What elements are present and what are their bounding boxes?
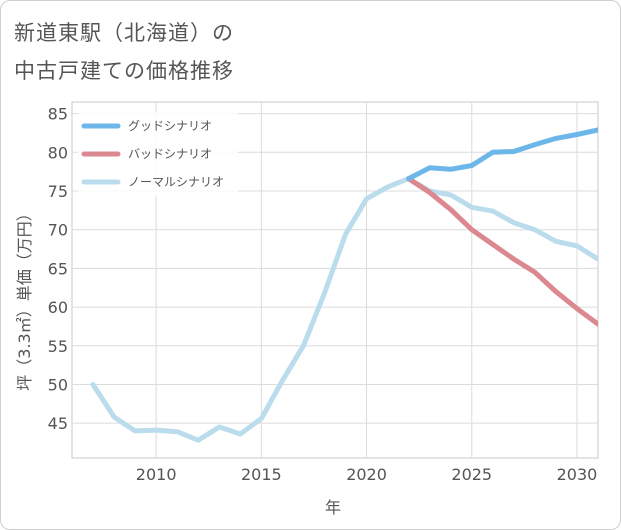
x-axis-label: 年 (325, 498, 341, 517)
y-tick-label: 75 (48, 182, 68, 201)
y-tick-label: 70 (48, 221, 68, 240)
x-tick-label: 2030 (557, 465, 598, 484)
y-tick-label: 80 (48, 143, 68, 162)
y-axis-label: 坪（3.3㎡）単価（万円） (15, 205, 34, 390)
y-tick-label: 60 (48, 298, 68, 317)
x-tick-label: 2025 (451, 465, 492, 484)
title-line-2: 中古戸建ての価格推移 (14, 59, 234, 83)
legend-label-1: バッドシナリオ (128, 147, 212, 161)
y-tick-label: 50 (48, 375, 68, 394)
x-tick-label: 2020 (346, 465, 387, 484)
axes: 2010 2015 2020 2025 2030 45 50 55 60 65 70 75 80 85 (48, 105, 598, 484)
x-tick-label: 2015 (241, 465, 282, 484)
legend-label-2: ノーマルシナリオ (128, 175, 224, 189)
chart-title: 新道東駅（北海道）の 中古戸建ての価格推移 (14, 14, 234, 90)
title-line-1: 新道東駅（北海道）の (14, 21, 234, 45)
y-tick-label: 85 (48, 105, 68, 124)
legend-label-0: グッドシナリオ (128, 119, 212, 133)
y-tick-label: 65 (48, 259, 68, 278)
series-line-2 (90, 176, 598, 443)
series-line-1 (406, 176, 598, 327)
plot-frame (71, 101, 599, 459)
y-tick-label: 55 (48, 337, 68, 356)
series-lines (90, 127, 598, 443)
series-line-0 (406, 127, 598, 182)
y-tick-label: 45 (48, 414, 68, 433)
x-tick-label: 2010 (136, 465, 177, 484)
